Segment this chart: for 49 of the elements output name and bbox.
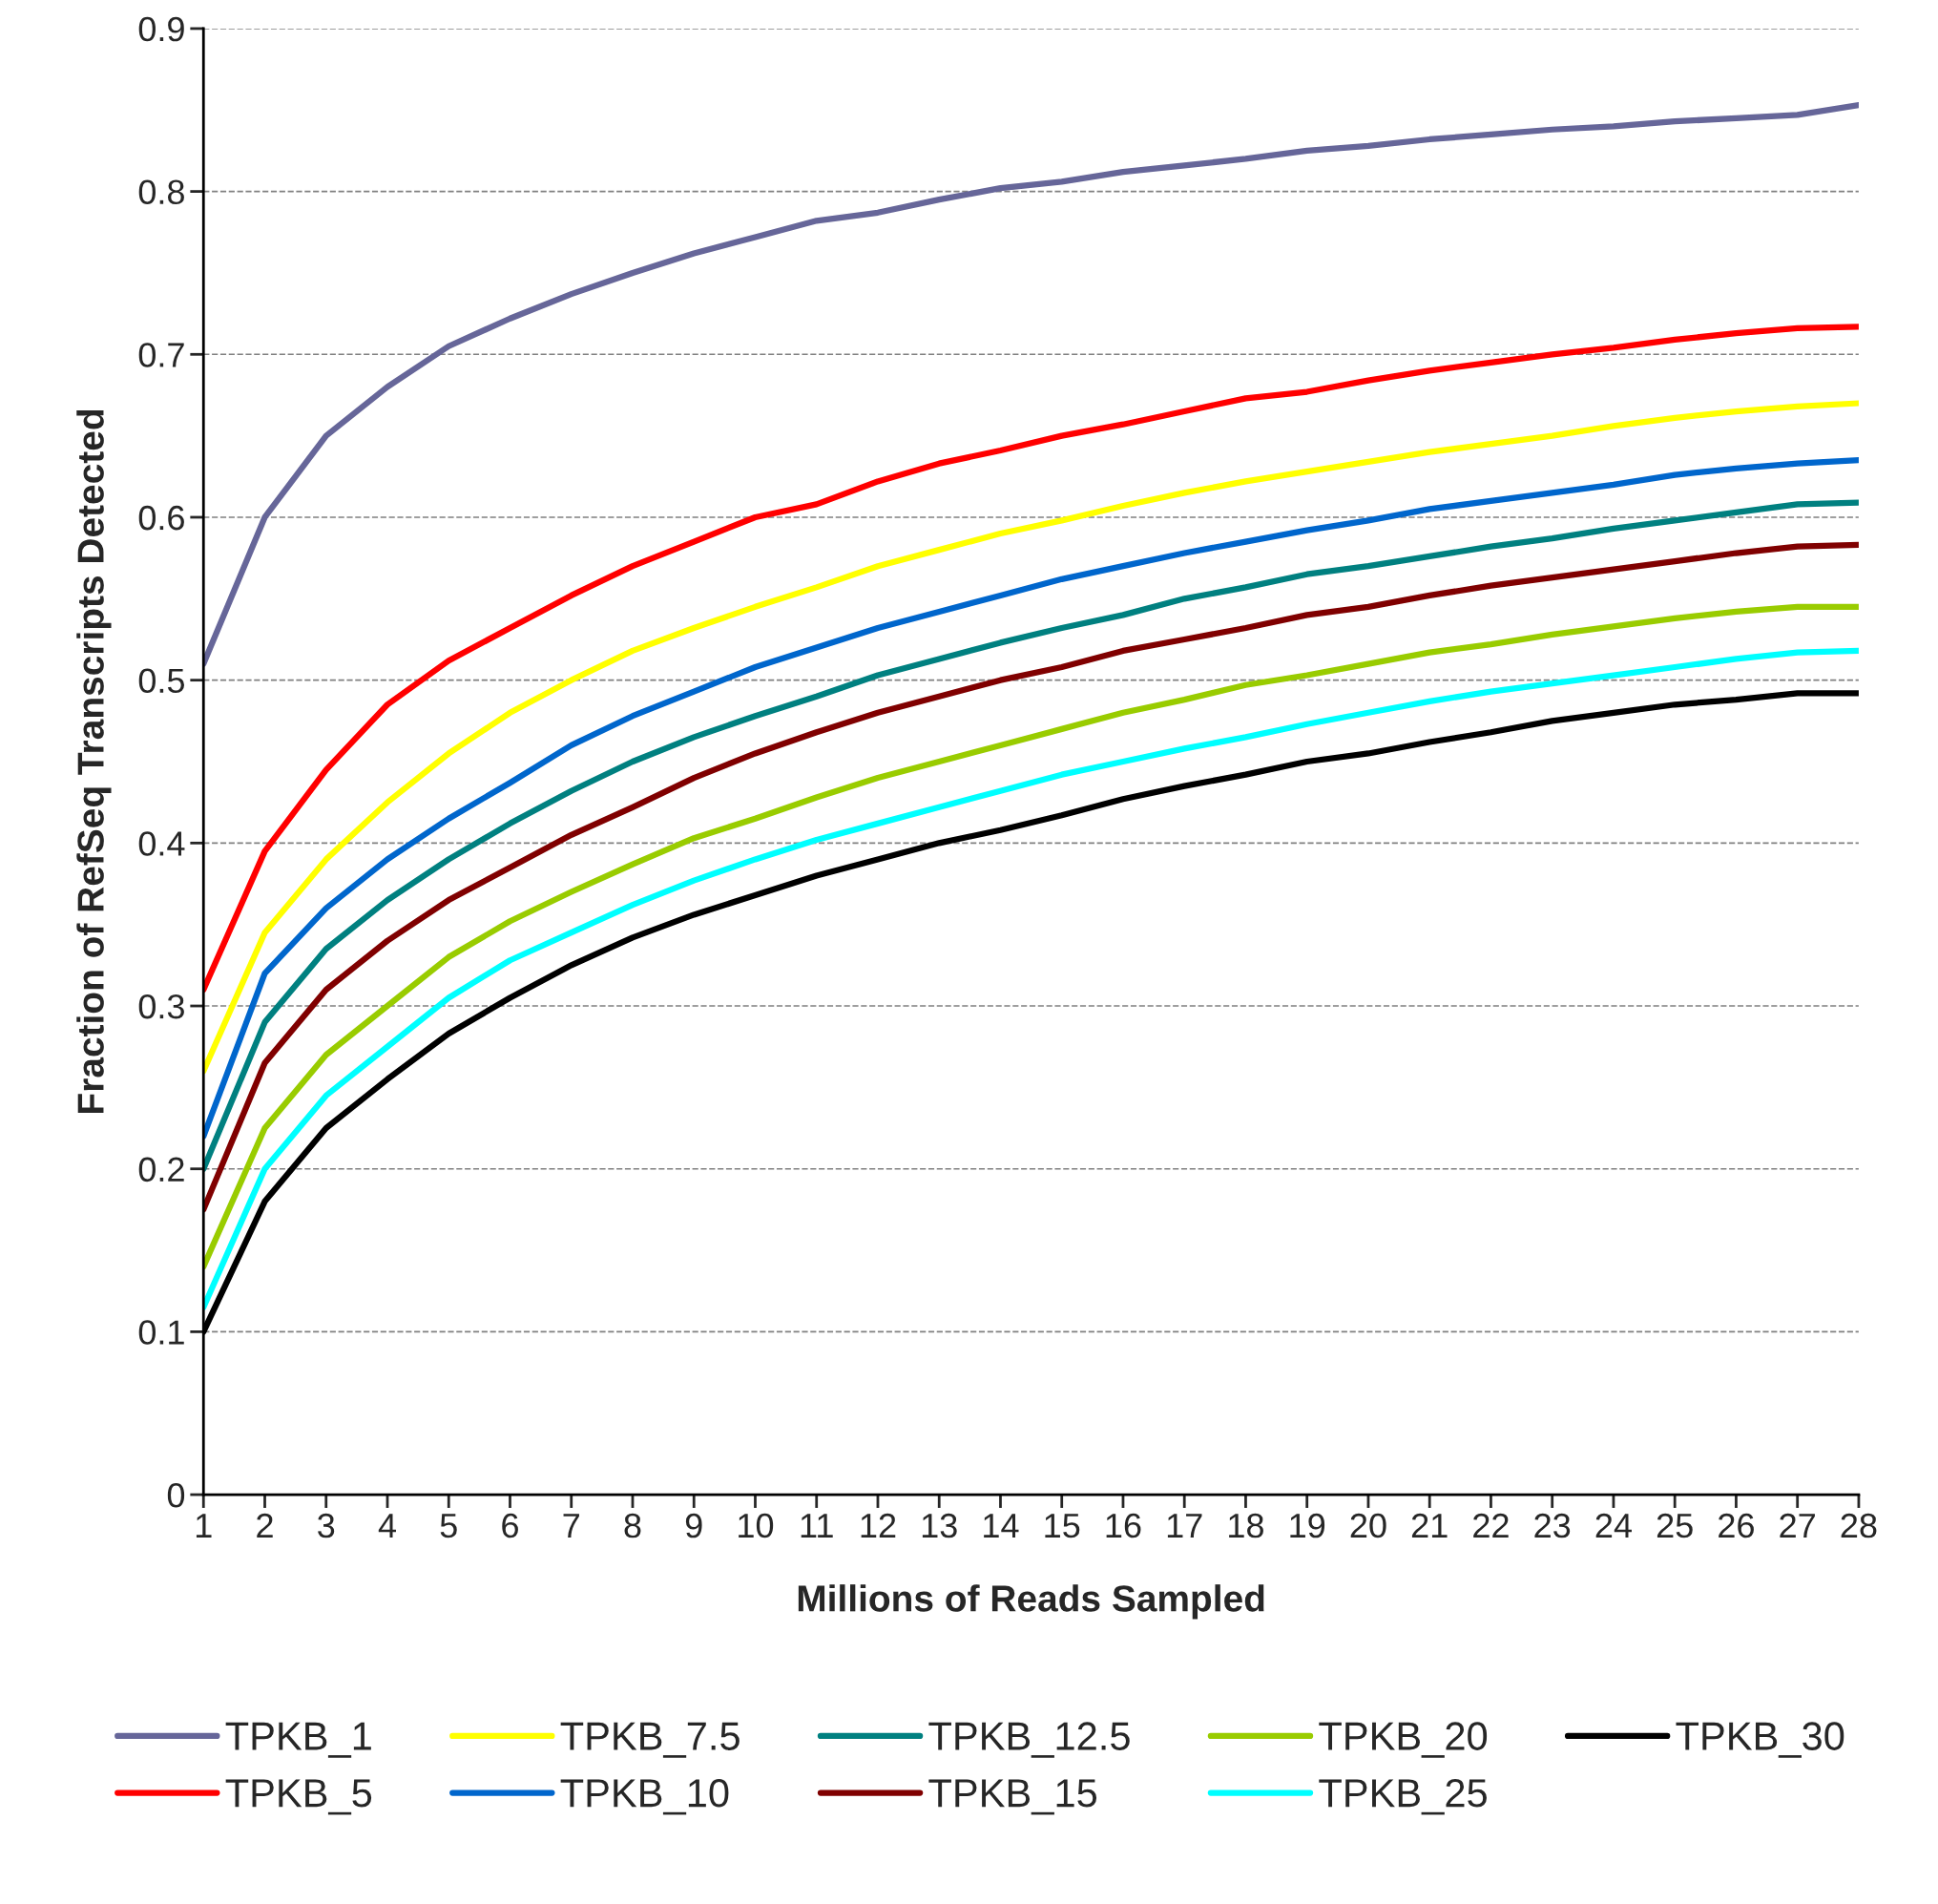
y-tick-label: 0.2 xyxy=(138,1157,184,1182)
legend-label: TPKB_30 xyxy=(1676,1722,1844,1758)
x-tick-label: 26 xyxy=(1719,1513,1754,1538)
legend-label: TPKB_15 xyxy=(928,1779,1097,1815)
y-axis-title: Fraction of RefSeq Transcripts Detected xyxy=(76,409,112,1113)
x-tick-label: 4 xyxy=(378,1514,396,1538)
legend-label: TPKB_10 xyxy=(560,1779,729,1815)
y-tick-label: 0.8 xyxy=(138,179,184,205)
y-tick-label: 0.1 xyxy=(138,1320,184,1345)
y-tick-label: 0.9 xyxy=(138,16,184,42)
x-tick-label: 17 xyxy=(1167,1514,1202,1538)
legend-label: TPKB_12.5 xyxy=(928,1722,1130,1758)
x-tick-label: 1 xyxy=(196,1514,212,1538)
x-tick-label: 2 xyxy=(257,1513,273,1538)
x-tick-label: 13 xyxy=(922,1513,957,1538)
x-tick-label: 25 xyxy=(1657,1513,1693,1538)
x-tick-label: 19 xyxy=(1290,1513,1325,1538)
x-tick-label: 11 xyxy=(801,1514,833,1538)
x-tick-label: 12 xyxy=(861,1513,896,1538)
x-tick-label: 3 xyxy=(318,1513,335,1538)
x-tick-label: 5 xyxy=(440,1514,457,1538)
x-tick-label: 6 xyxy=(502,1513,518,1538)
x-tick-label: 15 xyxy=(1045,1514,1080,1538)
x-tick-label: 24 xyxy=(1595,1513,1632,1538)
x-tick-label: 10 xyxy=(739,1513,774,1538)
legend-label: TPKB_25 xyxy=(1319,1779,1487,1815)
legend-label: TPKB_1 xyxy=(225,1722,371,1758)
x-tick-label: 28 xyxy=(1841,1513,1877,1538)
y-tick-label: 0.7 xyxy=(138,343,184,367)
x-tick-label: 20 xyxy=(1350,1513,1386,1538)
y-tick-label: 0 xyxy=(167,1482,185,1508)
x-tick-label: 16 xyxy=(1106,1513,1141,1538)
x-tick-label: 23 xyxy=(1534,1513,1571,1538)
x-axis-title: Millions of Reads Sampled xyxy=(798,1584,1264,1620)
y-tick-label: 0.5 xyxy=(138,668,184,694)
x-tick-label: 18 xyxy=(1229,1513,1263,1538)
y-tick-label: 0.4 xyxy=(138,831,185,856)
x-tick-label: 7 xyxy=(563,1514,579,1538)
x-tick-label: 9 xyxy=(685,1513,702,1538)
y-tick-label: 0.3 xyxy=(138,994,184,1019)
y-tick-label: 0.6 xyxy=(138,505,184,531)
x-tick-label: 27 xyxy=(1780,1513,1815,1538)
x-tick-label: 8 xyxy=(624,1513,641,1538)
x-tick-label: 21 xyxy=(1411,1513,1448,1538)
legend-label: TPKB_7.5 xyxy=(560,1722,740,1758)
legend-label: TPKB_5 xyxy=(225,1779,372,1815)
x-tick-label: 22 xyxy=(1473,1513,1509,1538)
x-tick-label: 14 xyxy=(984,1514,1019,1538)
legend-label: TPKB_20 xyxy=(1319,1722,1488,1758)
